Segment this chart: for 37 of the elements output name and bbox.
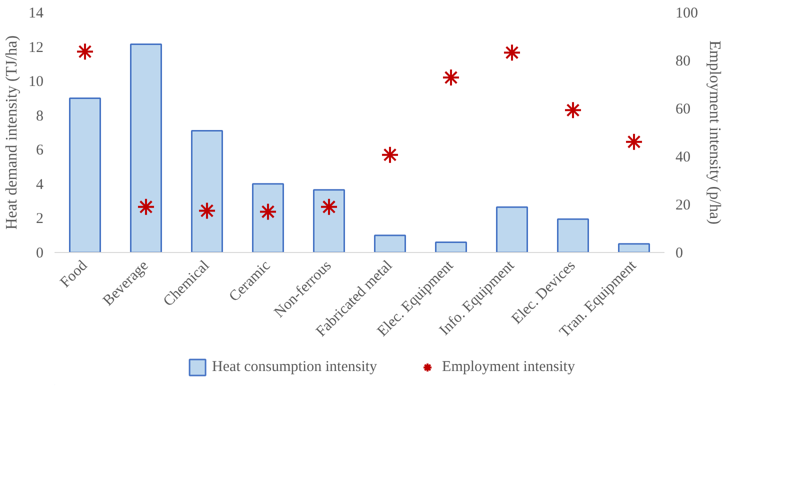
point [381,146,399,164]
bar [130,43,162,252]
bar [252,183,284,252]
y2-axis-title: Employment intensity (p/ha) [706,40,723,224]
bar [191,130,223,252]
y-tick-label: 14 [28,6,44,22]
y-tick-label: 0 [36,246,44,262]
y2-tick-label: 20 [676,198,690,214]
point [625,132,643,151]
bar [496,206,528,252]
y-tick-label: 4 [36,176,44,193]
y-tick-label: 6 [36,142,44,159]
y2-tick-label: 80 [676,54,690,70]
y2-tick-label: 0 [676,246,683,262]
point [320,198,338,216]
point [76,42,94,61]
y2-tick-label: 100 [676,6,698,22]
point [442,68,460,87]
point [564,101,582,120]
legend-label: Heat consumption intensity [212,358,378,376]
bar [69,97,101,252]
y-tick-label: 10 [28,74,44,90]
point [198,202,216,220]
y-tick-label: 12 [28,40,44,56]
y-tick-label: 2 [36,211,44,228]
y-tick-label: 8 [36,108,44,124]
bar [435,241,467,252]
bar [313,189,345,252]
legend-label: Employment intensity [442,358,575,376]
y2-tick-label: 60 [676,102,690,118]
point [137,198,155,216]
bar [557,218,589,252]
bar [618,243,650,252]
bar [374,234,406,252]
y-axis-title: Heat demand intensity (TJ/ha) [4,35,20,230]
point [503,44,521,62]
y2-tick-label: 40 [676,150,690,166]
